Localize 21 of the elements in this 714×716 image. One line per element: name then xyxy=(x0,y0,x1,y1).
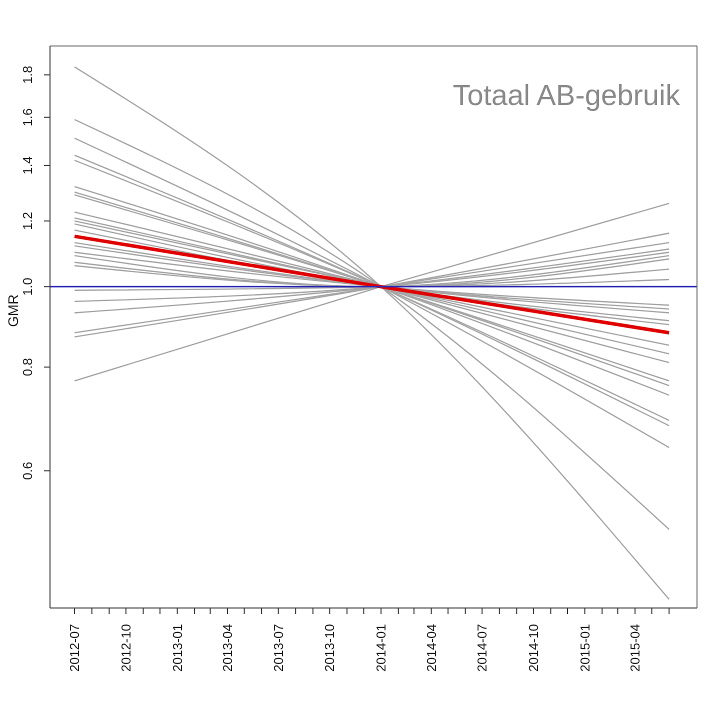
x-tick-label: 2015-04 xyxy=(628,624,643,672)
x-tick-label: 2013-10 xyxy=(322,624,338,672)
annotation: Totaal AB-gebruik xyxy=(452,80,680,113)
x-tick-label: 2014-07 xyxy=(474,624,490,672)
x-tick-label: 2013-07 xyxy=(270,624,286,672)
x-tick-label: 2012-10 xyxy=(118,624,134,672)
y-tick-label: 1.6 xyxy=(20,108,35,126)
x-tick-label: 2013-04 xyxy=(220,624,236,672)
x-tick-label: 2014-10 xyxy=(526,624,541,672)
y-axis-title: GMR xyxy=(4,294,21,327)
y-tick-label: 1.0 xyxy=(20,278,35,296)
y-tick-label: 1.4 xyxy=(20,156,35,174)
x-tick-label: 2012-07 xyxy=(67,624,82,672)
x-tick-label: 2013-01 xyxy=(170,624,185,672)
x-tick-label: 2014-01 xyxy=(374,624,389,672)
x-tick-label: 2014-04 xyxy=(424,624,439,672)
y-tick-label: 0.6 xyxy=(20,462,35,480)
y-tick-label: 0.8 xyxy=(20,358,35,376)
y-tick-label: 1.8 xyxy=(20,66,35,84)
y-tick-label: 1.2 xyxy=(20,212,35,230)
x-tick-label: 2015-01 xyxy=(577,624,592,672)
